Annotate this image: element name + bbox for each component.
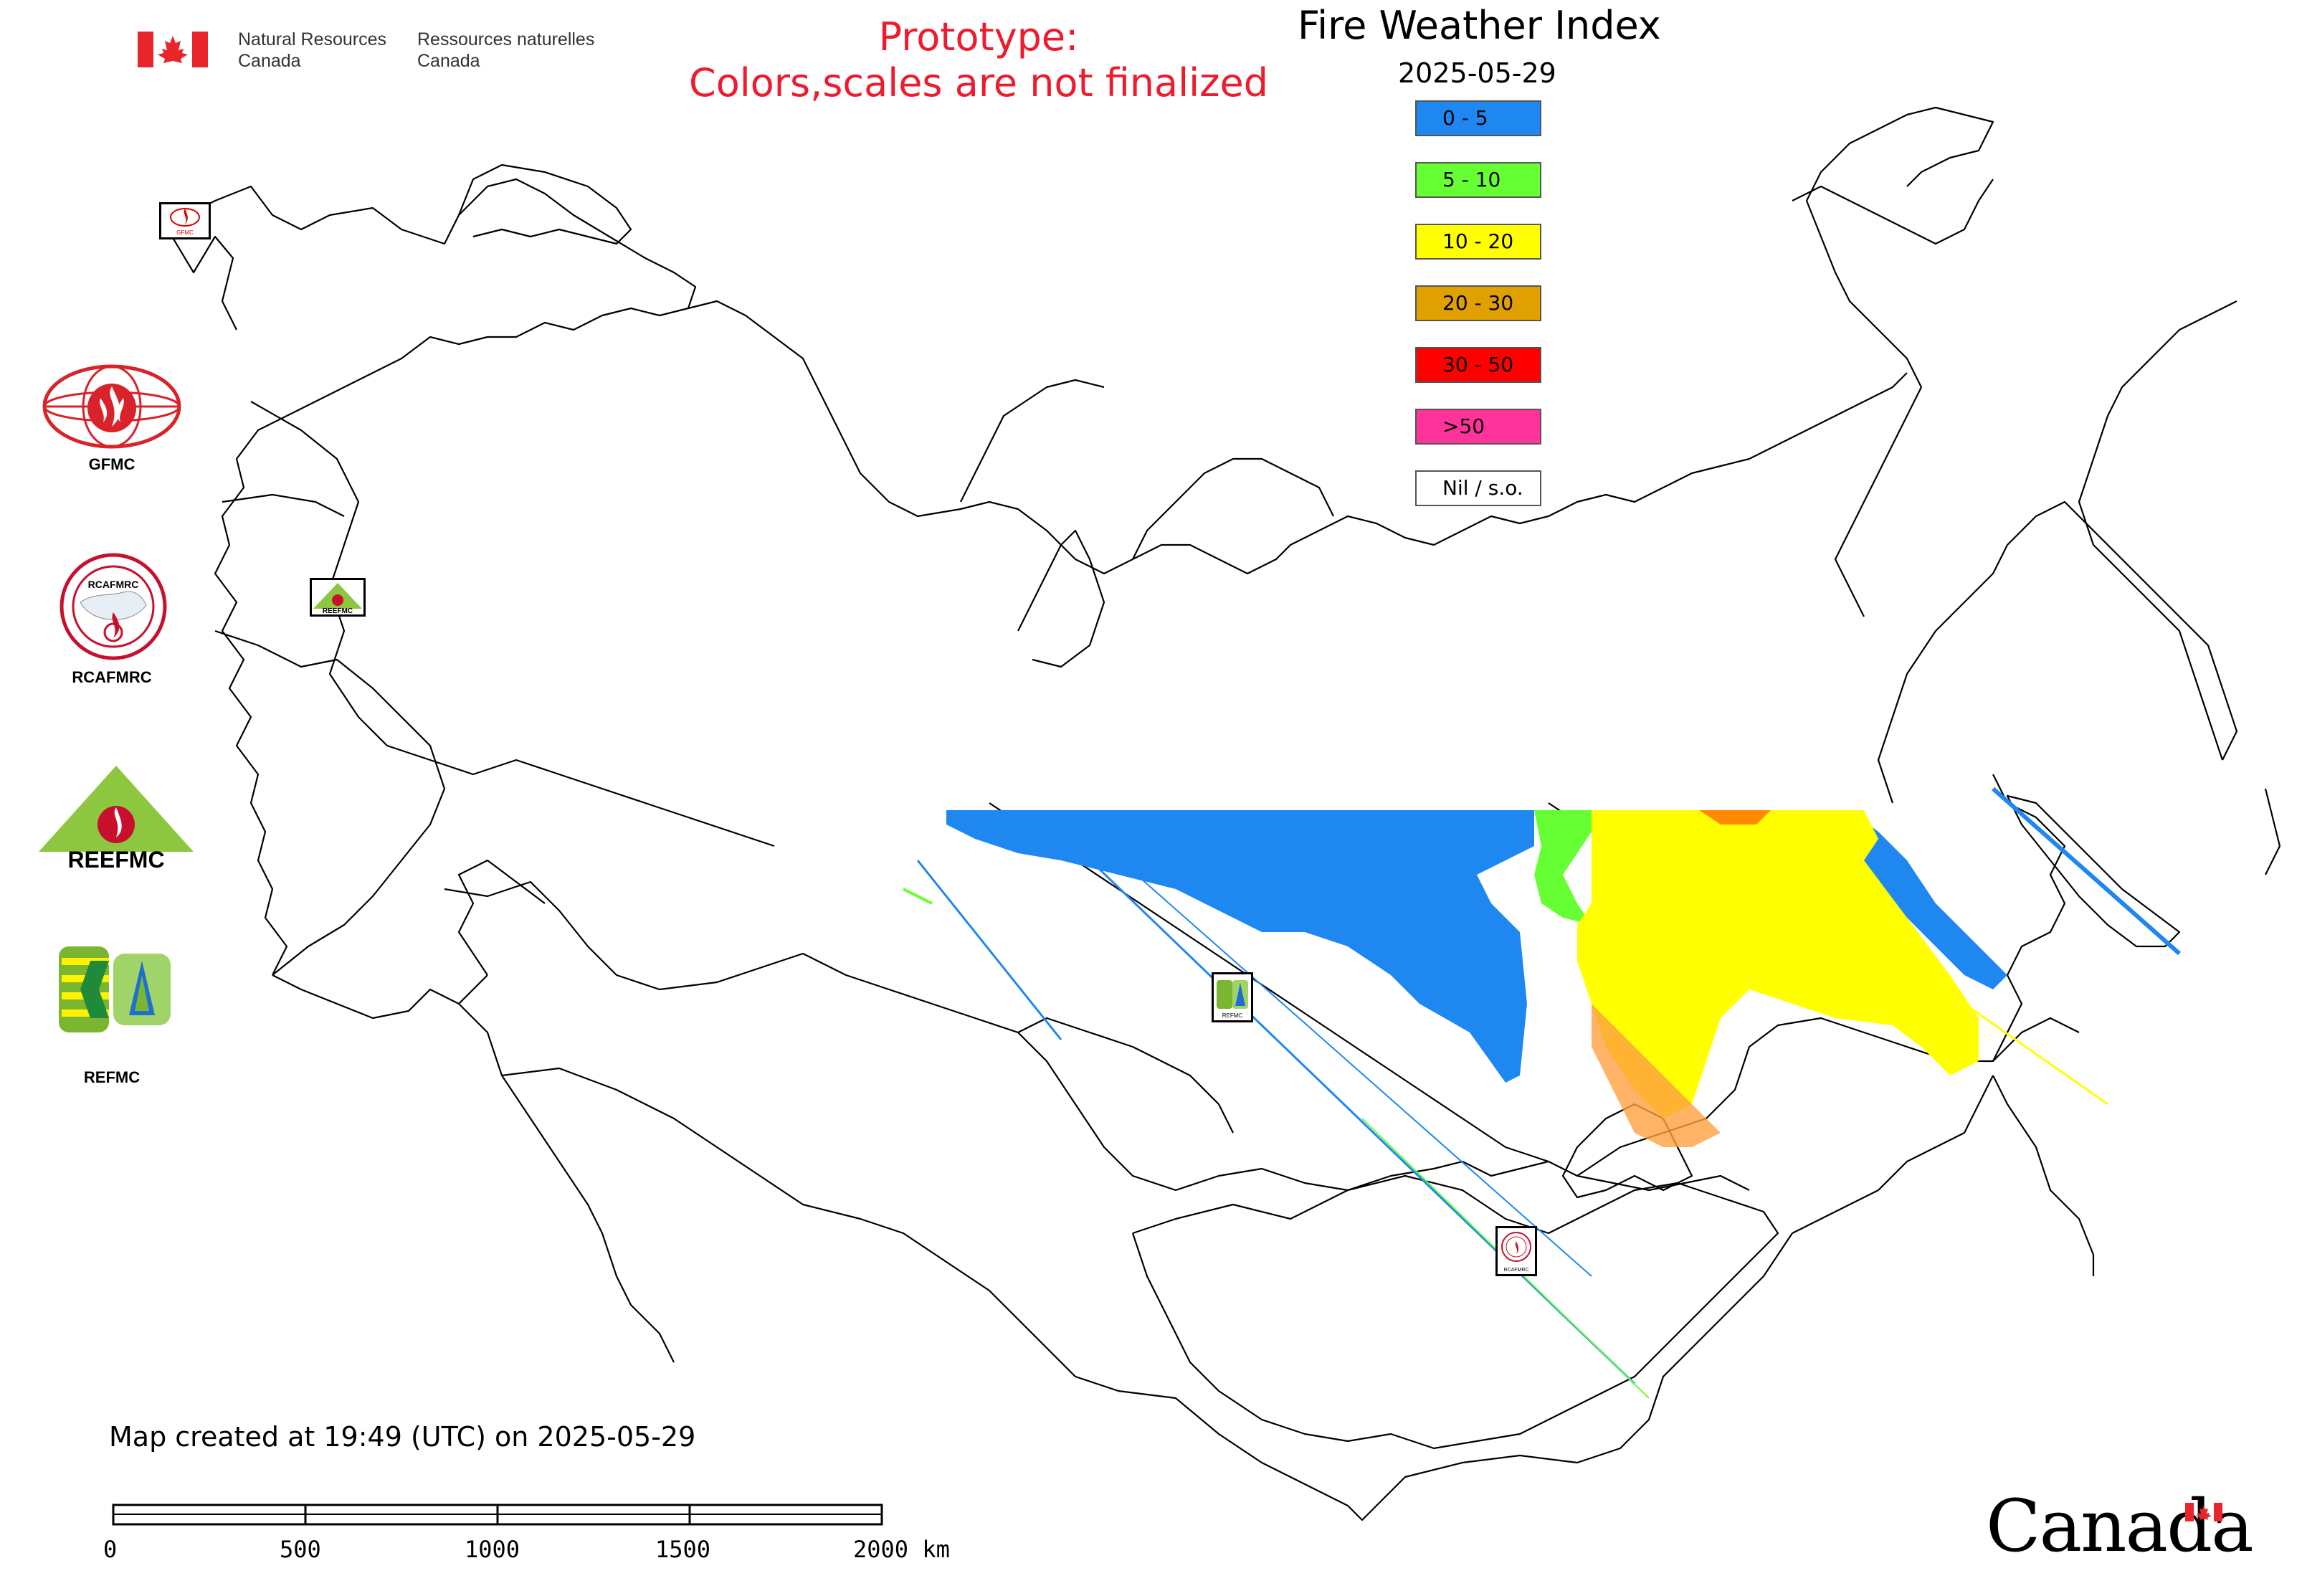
kazakhstan-border: [444, 880, 1750, 1192]
gfmc-globe-icon: [42, 364, 181, 449]
korea-outline: [1992, 1075, 2095, 1276]
reefmc-text: REEFMC: [67, 847, 164, 873]
map-created-note: Map created at 19:49 (UTC) on 2025-05-29: [109, 1421, 696, 1453]
baltic-border: [250, 401, 388, 746]
refmc-label: REFMC: [83, 1068, 141, 1086]
scale-label-1500: 1500: [655, 1536, 711, 1563]
legend-swatch: 30 - 50: [1415, 347, 1541, 383]
reefmc-logo: REEFMC: [39, 766, 194, 873]
prototype-line1: Prototype:: [878, 14, 1079, 60]
legend-swatch: 5 - 10: [1415, 162, 1541, 198]
rcafmrc-marker-icon: RCAFMRC: [1501, 1232, 1531, 1273]
gfmc-map-marker: GFMC: [159, 202, 211, 239]
fwi-streak-4: [903, 888, 933, 905]
refmc-marker-icon: REFMC: [1217, 980, 1248, 1019]
flag-icon: [138, 32, 208, 67]
legend-title: Fire Weather Index: [1298, 3, 1661, 48]
fwi-yellow-region: [1577, 810, 1979, 1118]
scandinavia-outline: [171, 178, 697, 417]
fwi-orange-top: [1699, 810, 1771, 825]
scale-label-2000: 2000 km: [853, 1536, 950, 1563]
caspian-outline: [457, 859, 546, 976]
kola-outline: [457, 163, 632, 245]
legend-swatch: 0 - 5: [1415, 100, 1541, 136]
baikal-outline: [1561, 1103, 1693, 1199]
rcafmrc-logo: RCAFMRC: [59, 552, 168, 661]
arctic-coast: [688, 300, 1908, 575]
central-asia-border: [458, 1003, 675, 1363]
canada-flag: [138, 32, 208, 67]
mongolia-border: [1131, 1174, 1779, 1450]
refmc-marker-text: REFMC: [1222, 1012, 1243, 1019]
legend-swatch: 20 - 30: [1415, 285, 1541, 321]
wordmark-flag-icon: [2185, 1503, 2222, 1521]
chukotka-outline: [1805, 106, 1994, 617]
belarus-border: [222, 493, 345, 517]
scale-bar: [112, 1504, 883, 1526]
refmc-logo: [59, 946, 172, 1032]
fwi-blue-region-east: [1850, 810, 2007, 989]
rcafmrc-marker-text: RCAFMRC: [1504, 1268, 1529, 1273]
gfmc-logo: [42, 362, 182, 455]
reefmc-marker-text: REEFMC: [323, 607, 353, 614]
canada-wordmark: Canada: [1986, 1484, 2254, 1568]
ural-region-boundary: [386, 744, 775, 847]
fwi-streak-3: [1103, 845, 1592, 1277]
fwi-orange-region: [1592, 1004, 1721, 1147]
rcafmrc-map-marker: RCAFMRC: [1495, 1226, 1537, 1276]
fwi-blue-region: [946, 810, 1534, 1083]
western-border: [214, 415, 288, 976]
primorye-coast: [1992, 774, 2066, 1062]
novaya-zemlya: [960, 379, 1105, 503]
legend-swatch: 10 - 20: [1415, 224, 1541, 260]
rcafmrc-seal-icon: RCAFMRC: [60, 553, 167, 660]
scale-label-0: 0: [103, 1536, 118, 1563]
uzbek-border: [501, 1067, 1176, 1400]
gfmc-label: GFMC: [88, 455, 135, 473]
legend-swatch: Nil / s.o.: [1415, 470, 1541, 506]
fwi-streak-7: [1964, 1002, 2108, 1106]
reefmc-triangle-icon: REEFMC: [39, 766, 194, 873]
prototype-notice: Prototype: Colors,scales are not finaliz…: [674, 14, 1283, 106]
scale-label-1000: 1000: [465, 1536, 520, 1563]
prototype-line2: Colors,scales are not finalized: [689, 60, 1268, 105]
bering-coast: [1792, 179, 1994, 245]
hokkaido-outline: [2264, 788, 2281, 875]
okhotsk-coast: [1877, 500, 2238, 804]
rcafmrc-label: RCAFMRC: [72, 668, 152, 686]
fwi-green-region: [1534, 810, 1599, 925]
kamchatka-outline: [2078, 300, 2237, 761]
gfmc-marker-text: GFMC: [176, 229, 194, 236]
fwi-raster: [903, 787, 2181, 1399]
gfmc-flame-icon: GFMC: [170, 208, 200, 236]
sakhalin-outline: [2006, 794, 2181, 948]
rcafmrc-seal-text: RCAFMRC: [88, 579, 139, 590]
manchuria-outline: [1792, 1075, 1994, 1234]
ukraine-border: [214, 630, 446, 976]
agency-name-fr: Ressources naturelles Canada: [417, 29, 595, 71]
agency-name-en: Natural Resources Canada: [238, 29, 387, 71]
china-outline: [1175, 1232, 1793, 1521]
fwi-streak-1: [916, 860, 1062, 1040]
reefmc-marker-icon: REEFMC: [313, 583, 362, 615]
refmc-map-marker: REFMC: [1212, 972, 1253, 1022]
reefmc-map-marker: REEFMC: [310, 578, 366, 617]
refmc-sigma-icon: [59, 946, 171, 1032]
yamal-outline: [1017, 529, 1105, 668]
legend-date: 2025-05-29: [1398, 57, 1556, 89]
caucasus-border: [272, 974, 488, 1020]
taimyr-outline: [1132, 457, 1334, 560]
fwi-streak-6: [1992, 787, 2181, 956]
legend-swatch: >50: [1415, 409, 1541, 445]
scale-label-500: 500: [280, 1536, 321, 1563]
wordmark-flag: [2185, 1503, 2222, 1521]
kyrgyz-border: [1017, 1017, 1234, 1134]
